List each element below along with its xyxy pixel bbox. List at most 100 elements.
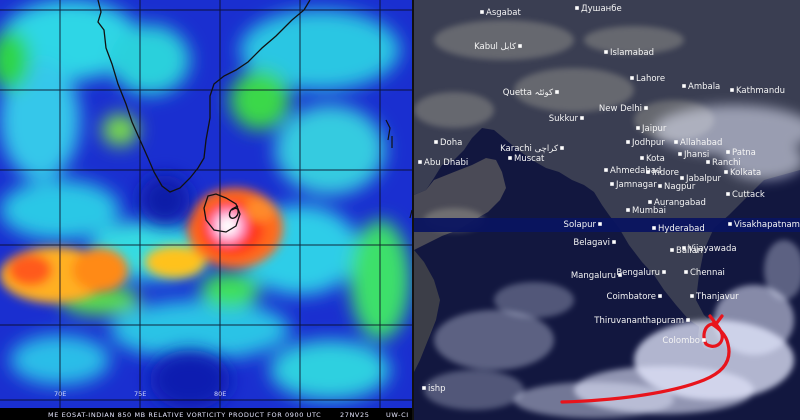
city-marker (434, 140, 438, 144)
city-label: Душанбе (581, 4, 622, 14)
city-label: Thanjavur (695, 292, 739, 302)
city-marker (658, 184, 662, 188)
city-label: Ambala (688, 82, 720, 92)
city-marker (680, 176, 684, 180)
city-marker (418, 160, 422, 164)
city-marker (674, 140, 678, 144)
city-label: Muscat (514, 154, 545, 164)
city-marker (555, 90, 559, 94)
northern-cloud-band (654, 105, 800, 180)
city-marker (662, 270, 666, 274)
city-marker (626, 140, 630, 144)
city-marker (682, 246, 686, 250)
city-marker (422, 386, 426, 390)
city-label: Cuttack (732, 190, 765, 200)
city-marker (575, 6, 579, 10)
city-label: Ranchi (712, 158, 741, 168)
city-label: Colombo (662, 336, 700, 346)
city-label: Jaipur (641, 124, 667, 134)
vorticity-map-panel: 70E 75E 80E ME EOSAT-INDIAN 850 MB RELAT… (0, 0, 412, 420)
city-label: Thiruvananthapuram (593, 316, 684, 326)
city-label: Mumbai (632, 206, 666, 216)
city-label: Lahore (636, 74, 665, 84)
caption-bar (0, 408, 412, 420)
lon-label-75e: 75E (134, 390, 146, 398)
city-label: Indore (652, 168, 679, 178)
city-label: Jodhpur (631, 138, 665, 148)
city-label: Abu Dhabi (424, 158, 468, 168)
city-label: Doha (440, 138, 462, 148)
city-marker (670, 248, 674, 252)
vorticity-map: 70E 75E 80E ME EOSAT-INDIAN 850 MB RELAT… (0, 0, 412, 420)
city-marker (604, 168, 608, 172)
city-marker (640, 156, 644, 160)
storm-track (560, 320, 731, 404)
city-label: Kolkata (730, 168, 761, 178)
city-label: Hyderabad (658, 224, 705, 234)
city-marker (684, 270, 688, 274)
vorticity-maxima (0, 188, 283, 303)
lon-label-70e: 70E (54, 390, 66, 398)
satellite-map-panel: Asgabat Душанбе Kabul کابل Islamabad Lahore A… (414, 0, 800, 420)
city-marker (630, 76, 634, 80)
city-marker (658, 294, 662, 298)
city-marker (682, 84, 686, 88)
storm-track-arrowhead (708, 314, 724, 326)
city-marker (636, 126, 640, 130)
city-marker (598, 222, 602, 226)
city-label: Sukkur (549, 114, 579, 124)
sri-lanka-coastline (203, 193, 241, 233)
city-label: Quetta کوئٹہ (503, 88, 554, 98)
city-label: Jamnagar (615, 180, 657, 190)
city-marker (480, 10, 484, 14)
city-marker (690, 294, 694, 298)
city-label: Jhansi (683, 150, 709, 160)
city-marker (728, 222, 732, 226)
city-label: New Delhi (599, 104, 642, 114)
city-label: Karachi کراچی (500, 144, 559, 154)
city-labels: Asgabat Душанбе Kabul کابل Islamabad Lahore A… (418, 4, 800, 394)
city-label: ishp (428, 384, 446, 394)
city-label: Solapur (564, 220, 597, 230)
city-label: Patna (732, 148, 756, 158)
lon-label-80e: 80E (214, 390, 226, 398)
city-marker (560, 146, 564, 150)
data-gap-band (414, 218, 800, 232)
city-label: Aurangabad (654, 198, 706, 208)
city-marker (726, 192, 730, 196)
island-outlines (385, 119, 412, 219)
city-label: Bengaluru (616, 268, 660, 278)
city-marker (652, 226, 656, 230)
india-coastline (97, 0, 311, 193)
city-marker (612, 240, 616, 244)
city-label: Kathmandu (736, 86, 785, 96)
city-label: Nagpur (664, 182, 696, 192)
landmass (414, 0, 800, 330)
city-marker (580, 116, 584, 120)
city-marker (610, 182, 614, 186)
city-label: Ballari (676, 246, 703, 256)
product-caption: ME EOSAT-INDIAN 850 MB RELATIVE VORTICIT… (48, 411, 321, 419)
city-label: Allahabad (680, 138, 722, 148)
city-marker (618, 273, 622, 277)
city-label: Kabul کابل (474, 42, 517, 52)
city-marker (646, 170, 650, 174)
city-marker (604, 50, 608, 54)
panel-divider (412, 0, 414, 420)
city-label: Mangaluru (571, 271, 616, 281)
product-source: UW-CI (386, 411, 409, 419)
city-marker (702, 338, 706, 342)
city-marker (644, 106, 648, 110)
city-marker (730, 88, 734, 92)
city-marker (508, 156, 512, 160)
city-marker (686, 318, 690, 322)
city-marker (648, 200, 652, 204)
city-label: Coimbatore (607, 292, 656, 302)
city-label: Islamabad (610, 48, 654, 58)
city-marker (626, 208, 630, 212)
city-label: Asgabat (486, 8, 521, 18)
product-date: 27NV25 (340, 411, 369, 419)
city-label: Vijayawada (688, 244, 737, 254)
city-label: Ahmedabad (610, 166, 661, 176)
